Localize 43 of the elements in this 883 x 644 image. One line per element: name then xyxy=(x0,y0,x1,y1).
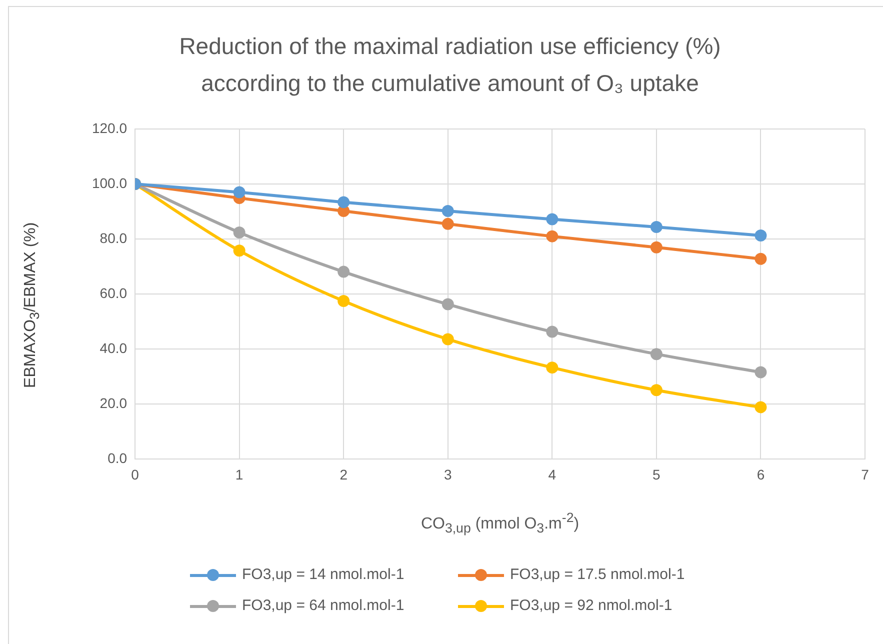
point xyxy=(546,230,558,242)
chart-title: Reduction of the maximal radiation use efficiency (%) according to the cumulative amount of O₃ uptake xyxy=(178,32,722,98)
point xyxy=(546,326,558,338)
point xyxy=(442,205,454,217)
point xyxy=(233,226,246,238)
point xyxy=(442,298,454,310)
y-tick-label: 20.0 xyxy=(100,395,128,412)
y-tick-label: 100.0 xyxy=(92,174,128,191)
legend-label: FO3,up = 64 nmol.mol-1 xyxy=(242,597,404,614)
y-tick-label: 0.0 xyxy=(108,450,128,466)
x-axis-title: CO$_{3,up}$ (mmol O$_{3}$.m$^{-2}$) xyxy=(420,510,580,536)
legend-label: FO3,up = 92 nmol.mol-1 xyxy=(510,597,672,614)
y-tick-label: 120.0 xyxy=(92,120,128,136)
x-tick-label: 1 xyxy=(235,466,244,482)
point xyxy=(650,220,662,233)
x-tick-label: 6 xyxy=(756,466,765,482)
point xyxy=(650,241,662,254)
point xyxy=(442,218,454,230)
point xyxy=(754,252,767,265)
y-tick-label: 80.0 xyxy=(100,230,128,246)
point xyxy=(546,213,558,226)
point xyxy=(233,186,246,198)
point xyxy=(754,401,767,414)
y-tick-label: 40.0 xyxy=(100,340,128,356)
x-tick-label: 5 xyxy=(652,466,661,482)
point xyxy=(754,229,767,242)
point xyxy=(338,196,350,208)
y-tick-label: 60.0 xyxy=(100,284,128,301)
legend-label: FO3,up = 14 nmol.mol-1 xyxy=(242,566,404,583)
point xyxy=(650,348,662,360)
point xyxy=(233,244,246,257)
point xyxy=(338,294,350,307)
point xyxy=(650,384,662,396)
x-tick-label: 0 xyxy=(131,466,140,482)
legend-label: FO3,up = 17.5 nmol.mol-1 xyxy=(510,566,685,583)
point xyxy=(546,362,558,374)
point xyxy=(338,266,350,278)
x-tick-label: 2 xyxy=(340,466,348,482)
x-tick-label: 3 xyxy=(444,466,452,482)
point xyxy=(442,333,454,346)
x-tick-label: 4 xyxy=(548,466,556,482)
point xyxy=(754,366,767,378)
x-tick-label: 7 xyxy=(861,466,870,482)
